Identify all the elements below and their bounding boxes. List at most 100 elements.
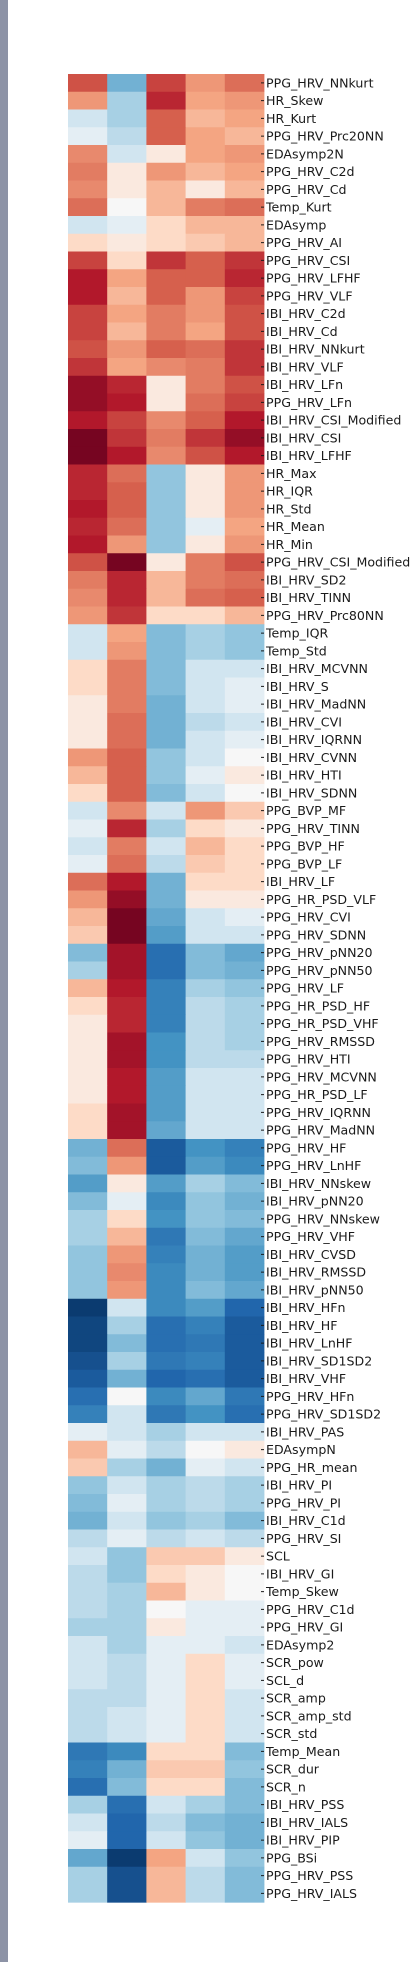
heatmap-cell xyxy=(185,74,226,93)
heatmap-cell xyxy=(146,979,186,998)
heatmap-cell xyxy=(185,1210,226,1229)
row-label: EDAsymp xyxy=(266,217,326,232)
heatmap-cell xyxy=(146,1582,186,1601)
heatmap-cell xyxy=(107,890,147,909)
heatmap-cell xyxy=(185,109,226,128)
heatmap-cell xyxy=(185,1174,226,1193)
heatmap-cell xyxy=(107,393,147,412)
heatmap-cell xyxy=(185,1014,226,1033)
heatmap-cell xyxy=(68,1068,108,1087)
heatmap-cell xyxy=(146,446,186,465)
heatmap-cell xyxy=(146,1671,186,1690)
heatmap-cell xyxy=(185,500,226,519)
heatmap-cell xyxy=(185,1156,226,1175)
heatmap-cell xyxy=(107,1032,147,1051)
heatmap-cell xyxy=(224,127,265,146)
heatmap-cell xyxy=(146,1724,186,1743)
heatmap-cell xyxy=(68,1281,108,1300)
heatmap-cell xyxy=(68,1405,108,1424)
heatmap-cell xyxy=(224,1227,265,1246)
heatmap-cell xyxy=(68,1440,108,1459)
row-label: IBI_HRV_RMSSD xyxy=(266,1265,366,1280)
heatmap-cell xyxy=(68,1742,108,1761)
heatmap-cell xyxy=(224,766,265,785)
heatmap-cell xyxy=(185,198,226,217)
row-label: IBI_HRV_GI xyxy=(266,1566,334,1581)
heatmap-cell xyxy=(185,340,226,359)
heatmap-cell xyxy=(146,677,186,696)
heatmap-cell xyxy=(146,251,186,270)
row-label: PPG_HRV_TINN xyxy=(266,821,360,836)
row-label: HR_Max xyxy=(266,466,317,481)
heatmap-cell xyxy=(185,127,226,146)
heatmap-cell xyxy=(107,1210,147,1229)
heatmap-cell xyxy=(68,1050,108,1069)
heatmap-cell xyxy=(68,1352,108,1371)
heatmap-cell xyxy=(224,162,265,181)
heatmap-cell xyxy=(224,1476,265,1495)
heatmap-cell xyxy=(224,1068,265,1087)
heatmap-cell xyxy=(107,322,147,341)
heatmap-cell xyxy=(146,1689,186,1708)
heatmap-cells xyxy=(68,74,265,1903)
heatmap-cell xyxy=(107,1440,147,1459)
heatmap-cell xyxy=(68,1334,108,1353)
heatmap-cell xyxy=(107,1671,147,1690)
heatmap-cell xyxy=(107,269,147,288)
heatmap-cell xyxy=(185,624,226,643)
row-label: PPG_HRV_IALS xyxy=(266,1886,357,1901)
heatmap-cell xyxy=(224,1103,265,1122)
heatmap-cell xyxy=(185,91,226,110)
heatmap-cell xyxy=(224,837,265,856)
heatmap-cell xyxy=(107,429,147,448)
row-label: PPG_HRV_IQRNN xyxy=(266,1105,371,1120)
heatmap-cell xyxy=(224,748,265,767)
heatmap-cell xyxy=(224,375,265,394)
heatmap-cell xyxy=(146,1032,186,1051)
row-label: SCR_amp_std xyxy=(266,1708,352,1723)
heatmap-cell xyxy=(185,1547,226,1566)
row-label: PPG_HRV_LFn xyxy=(266,395,352,410)
heatmap-cell xyxy=(224,1707,265,1726)
heatmap-cell xyxy=(68,659,108,678)
heatmap-cell xyxy=(185,251,226,270)
heatmap-cell xyxy=(68,482,108,501)
heatmap-cell xyxy=(185,1884,226,1903)
heatmap-cell xyxy=(224,446,265,465)
heatmap-cell xyxy=(68,1831,108,1850)
heatmap-cell xyxy=(68,1636,108,1655)
heatmap-cell xyxy=(146,535,186,554)
heatmap-cell xyxy=(68,269,108,288)
heatmap-cell xyxy=(224,1263,265,1282)
heatmap-cell xyxy=(146,1156,186,1175)
heatmap-cell xyxy=(107,1707,147,1726)
heatmap-cell xyxy=(68,251,108,270)
row-label: SCR_pow xyxy=(266,1655,324,1670)
heatmap-cell xyxy=(68,322,108,341)
heatmap-cell xyxy=(107,784,147,803)
heatmap-cell xyxy=(224,730,265,749)
heatmap-cell xyxy=(185,1192,226,1211)
heatmap-cell xyxy=(68,553,108,572)
heatmap-cell xyxy=(146,855,186,874)
heatmap-cell xyxy=(68,1014,108,1033)
heatmap-cell xyxy=(185,1511,226,1530)
heatmap-cell xyxy=(68,837,108,856)
heatmap-cell xyxy=(224,1618,265,1637)
heatmap-cell xyxy=(224,517,265,536)
heatmap-cell xyxy=(107,908,147,927)
heatmap-cell xyxy=(185,1334,226,1353)
heatmap-cell xyxy=(68,1547,108,1566)
heatmap-cell xyxy=(224,482,265,501)
heatmap-cell xyxy=(107,1423,147,1442)
heatmap-cell xyxy=(185,801,226,820)
row-label: EDAsymp2N xyxy=(266,146,344,161)
heatmap-cell xyxy=(107,180,147,199)
heatmap-cell xyxy=(146,304,186,323)
heatmap-cell xyxy=(224,1724,265,1743)
heatmap-cell xyxy=(185,695,226,714)
heatmap-cell xyxy=(146,1192,186,1211)
heatmap-cell xyxy=(146,1529,186,1548)
heatmap-cell xyxy=(68,446,108,465)
row-label: IBI_HRV_LFn xyxy=(266,377,343,392)
